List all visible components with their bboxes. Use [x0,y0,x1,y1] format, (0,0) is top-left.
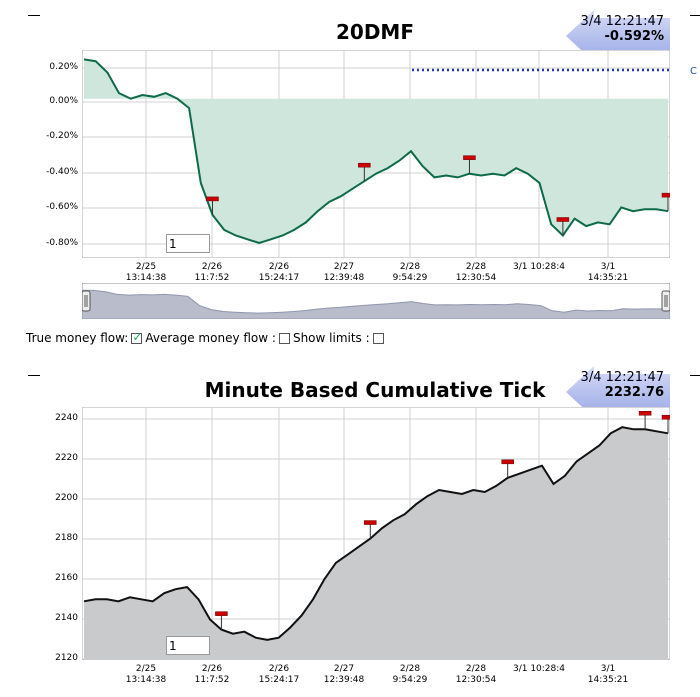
navigator-left-handle[interactable] [81,290,91,312]
y-tick-label: 2120 [55,653,78,663]
collapse-dash-bottom-left[interactable] [28,375,40,376]
series-area [84,427,668,660]
x-tick-date: 2/28 [465,664,487,674]
period-input-bottom[interactable]: 1 [166,636,210,655]
x-tick-date: 2/26 [201,262,223,272]
x-tick-date: 3/1 10:28:4 [512,664,566,674]
badge-time: 3/4 12:21:47 [580,370,664,385]
value-badge-bottom: 3/4 12:21:47 2232.76 [566,366,670,418]
range-navigator[interactable] [81,282,671,320]
badge-arrow-icon [566,10,670,62]
x-tick-time: 9:54:29 [392,273,428,283]
x-tick-time: 12:30:54 [455,675,497,685]
collapse-dash-top-left[interactable] [28,15,40,16]
x-tick-time: 12:30:54 [455,273,497,283]
chart-title-cumulative-tick: Minute Based Cumulative Tick [204,378,546,402]
y-tick-label: 0.20% [49,62,78,72]
x-tick-date: 2/28 [465,262,487,272]
x-tick-date: 2/25 [135,262,157,272]
chart-title-20dmf: 20DMF [336,20,414,44]
badge-value: -0.592% [604,29,664,44]
x-tick-date: 2/26 [268,262,290,272]
series-line [83,58,669,245]
event-flag-icon[interactable] [358,162,371,182]
series-line [83,426,669,641]
x-tick-time: 15:24:17 [258,675,300,685]
x-tick-date: 2/28 [399,262,421,272]
overflow-label: C [690,66,697,77]
y-tick-label: -0.40% [46,167,78,177]
y-tick-label: 2220 [55,453,78,463]
x-tick-time: 13:14:38 [125,675,167,685]
badge-arrow-icon [566,366,670,418]
series-area [84,59,668,244]
x-tick-time: 14:35:21 [587,273,629,283]
money-flow-controls: True money flow: Average money flow : Sh… [26,330,384,345]
x-tick-time: 9:54:29 [392,675,428,685]
y-tick-label: 2180 [55,533,78,543]
x-tick-date: 2/25 [135,664,157,674]
true-money-flow-checkbox[interactable] [131,330,142,344]
x-tick-time: 15:24:17 [258,273,300,283]
show-limits-checkbox[interactable] [372,332,384,344]
event-flag-icon[interactable] [364,520,377,539]
collapse-dash-bottom-right[interactable] [690,375,700,376]
plot-area-cumulative-tick[interactable]: 1 [81,406,675,661]
x-tick-date: 3/1 [600,664,616,674]
y-tick-label: 2240 [55,413,78,423]
y-tick-label: 2140 [55,613,78,623]
navigator-right-handle[interactable] [661,290,671,312]
event-flag-icon[interactable] [206,196,219,215]
y-tick-label: -0.80% [46,238,78,248]
event-flag-icon[interactable] [638,411,652,430]
value-badge-top: 3/4 12:21:47 -0.592% [566,10,670,62]
x-tick-date: 2/27 [333,262,355,272]
x-tick-date: 3/1 10:28:4 [512,262,566,272]
badge-value: 2232.76 [604,385,664,400]
x-tick-date: 2/26 [201,664,223,674]
x-tick-time: 12:39:48 [323,273,365,283]
average-money-flow-label: Average money flow : [145,331,276,345]
average-money-flow-checkbox[interactable] [278,332,290,344]
x-tick-time: 14:35:21 [587,675,629,685]
event-flag-icon[interactable] [556,217,570,236]
y-tick-label: -0.20% [46,131,78,141]
event-flag-icon[interactable] [463,155,476,174]
event-flag-icon[interactable] [215,611,228,630]
x-tick-time: 13:14:38 [125,273,167,283]
x-tick-date: 2/26 [268,664,290,674]
navigator-svg [81,282,671,320]
x-tick-date: 2/28 [399,664,421,674]
y-tick-label: 2160 [55,573,78,583]
x-tick-time: 11:7:52 [194,273,230,283]
plot-area-20dmf[interactable]: 1 [81,49,675,259]
x-tick-time: 11:7:52 [194,675,230,685]
y-tick-label: -0.60% [46,202,78,212]
x-tick-date: 2/27 [333,664,355,674]
chart-svg-20dmf [81,49,675,259]
y-tick-label: 0.00% [49,96,78,106]
true-money-flow-label: True money flow: [26,331,129,345]
event-flag-icon[interactable] [501,459,514,478]
show-limits-label: Show limits : [292,331,370,345]
x-tick-time: 12:39:48 [323,675,365,685]
collapse-dash-top-right[interactable] [690,15,700,16]
period-input-top[interactable]: 1 [166,234,210,253]
x-tick-date: 3/1 [600,262,616,272]
chart-svg-cumulative-tick [81,406,675,661]
badge-time: 3/4 12:21:47 [580,14,664,29]
y-tick-label: 2200 [55,493,78,503]
